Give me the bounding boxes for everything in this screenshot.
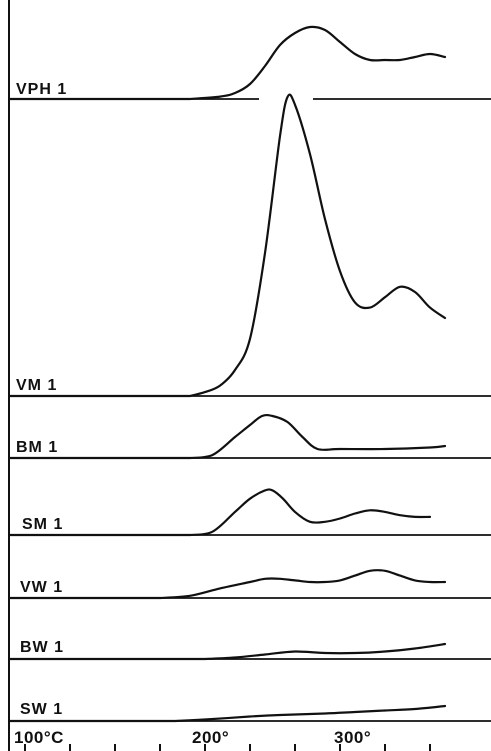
curve-vw1	[7, 569, 447, 600]
x-minor-ticks	[24, 744, 431, 751]
curve-sm1	[7, 488, 432, 537]
panel-label-sw1: SW 1	[20, 701, 63, 718]
curve-vph1	[7, 25, 447, 101]
curve-sw1	[7, 704, 447, 723]
panel-label-sm1: SM 1	[22, 516, 63, 533]
x-tick-label-100: 100°C	[14, 728, 64, 747]
x-tick-label-300: 300°	[334, 728, 371, 747]
panel-label-vw1: VW 1	[20, 579, 63, 596]
panel-label-vm1: VM 1	[16, 377, 57, 394]
curve-bm1	[7, 413, 447, 460]
curve-bw1	[7, 642, 447, 661]
x-axis: 100°C 200° 300°	[14, 728, 431, 751]
curve-vm1	[7, 93, 447, 398]
panel-label-bw1: BW 1	[20, 639, 64, 656]
panel-label-bm1: BM 1	[16, 439, 58, 456]
panel-dividers	[9, 98, 491, 722]
x-tick-label-200: 200°	[192, 728, 229, 747]
glow-curves	[7, 25, 447, 723]
panel-labels: VPH 1 VM 1 BM 1 SM 1 VW 1 BW 1 SW 1	[16, 81, 67, 718]
panel-label-vph1: VPH 1	[16, 81, 67, 98]
